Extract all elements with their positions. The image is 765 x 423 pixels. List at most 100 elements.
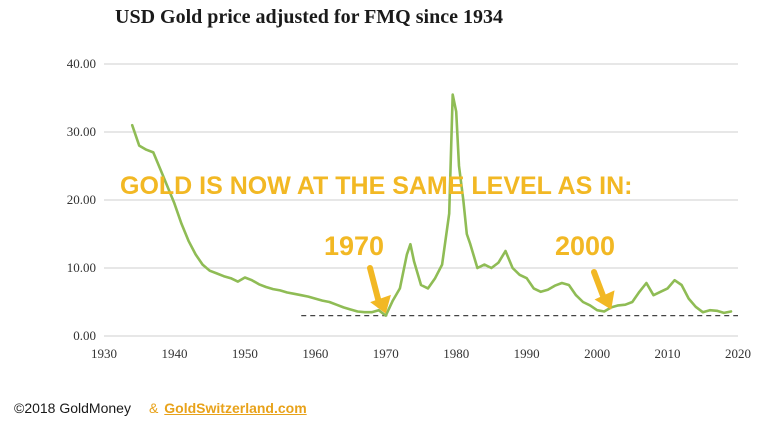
data-point [582,301,584,303]
data-point [314,297,317,300]
data-point [539,290,542,293]
chart-title: USD Gold price adjusted for FMQ since 19… [115,6,503,28]
data-point [131,124,134,127]
data-point [624,303,627,306]
footer: ©2018 GoldMoney & GoldSwitzerland.com [14,400,307,416]
data-point [406,253,408,256]
y-tick-label: 20.00 [67,192,96,207]
x-tick-label: 2010 [655,346,681,361]
data-point [687,297,690,300]
data-point [138,144,141,147]
data-point [293,292,296,295]
x-tick-label: 1970 [373,346,399,361]
data-point [384,314,387,317]
y-tick-label: 40.00 [67,56,96,71]
data-point [377,309,380,312]
data-point [409,243,412,246]
data-point [638,290,641,293]
data-point [229,277,232,280]
data-point [300,294,303,297]
data-point [272,288,274,290]
data-point [715,309,718,312]
data-point [617,304,620,307]
annotations: GOLD IS NOW AT THE SAME LEVEL AS IN: 1970… [120,172,633,314]
data-point [511,267,514,269]
data-point [335,303,338,306]
data-point [370,311,373,314]
data-point [458,165,460,167]
data-point [708,309,711,312]
data-point [730,310,732,313]
ampersand: & [148,400,159,416]
series-line [130,93,733,317]
data-point [546,288,549,291]
gridlines [104,63,738,337]
data-point [349,308,352,311]
data-point [342,306,345,309]
data-point [152,151,155,154]
x-tick-label: 1990 [514,346,540,361]
data-point [596,309,599,312]
data-point [251,279,253,282]
x-tick-label: 1960 [302,346,328,361]
data-point [166,185,169,188]
data-point [451,93,454,96]
data-point [145,148,148,151]
data-point [441,263,444,266]
data-point [666,287,669,290]
data-point [701,311,704,314]
y-tick-label: 0.00 [73,328,96,343]
data-point [265,286,267,288]
data-point [659,290,662,293]
data-point [236,280,239,283]
data-point [694,305,697,308]
callout-1970: 1970 [324,231,384,261]
data-point [215,272,218,275]
data-point [465,233,468,235]
data-point [208,269,211,272]
data-point [553,284,556,287]
data-point [180,222,183,225]
data-point [631,301,634,303]
x-axis-ticks: 1930 1940 1950 1960 1970 1980 1990 2000 2010 2020 [91,346,751,361]
data-point [497,261,500,264]
data-point [321,299,324,302]
site-link[interactable]: GoldSwitzerland.com [164,400,307,416]
data-point [645,282,648,284]
headline-annotation: GOLD IS NOW AT THE SAME LEVEL AS IN: [120,172,633,200]
data-point [356,310,359,313]
series-group [130,93,733,317]
x-tick-label: 2020 [725,346,751,361]
data-point [462,199,465,201]
y-tick-label: 30.00 [67,124,96,139]
data-point [568,284,570,286]
data-point [413,260,415,263]
data-point [201,263,204,266]
callout-arrow-head [370,294,391,314]
y-axis-ticks: 0.00 10.00 20.00 30.00 40.00 [67,56,96,343]
data-point [603,310,606,313]
callout-2000: 2000 [555,231,615,261]
data-point [434,277,436,280]
data-point [518,273,521,276]
data-point [279,289,282,292]
data-point [723,311,725,314]
data-point [427,287,429,290]
data-point [490,267,493,269]
data-point [222,275,225,278]
data-point [652,294,655,297]
data-point [483,263,486,266]
x-tick-label: 1980 [443,346,469,361]
data-point [187,239,190,242]
data-point [525,277,528,280]
data-point [560,282,563,284]
data-point [243,276,246,279]
data-point [680,284,683,286]
data-point [532,287,535,290]
data-point [391,299,394,302]
data-point [673,279,676,282]
data-point [469,243,472,246]
data-point [194,253,197,256]
x-tick-label: 2000 [584,346,610,361]
